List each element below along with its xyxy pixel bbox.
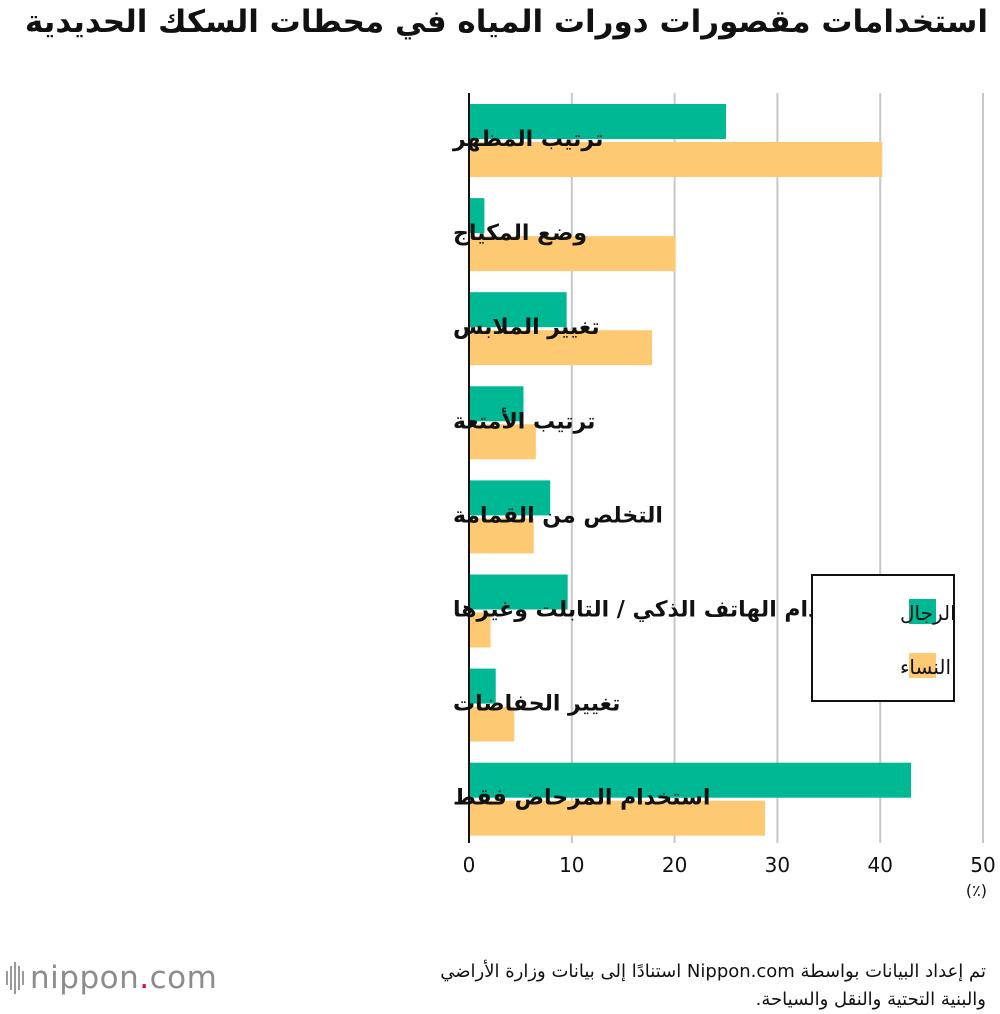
category-label-1: وضع المكياج (453, 221, 587, 246)
bar-men-1 (469, 198, 485, 234)
source-note: تم إعداد البيانات بواسطة Nippon.com استن… (226, 958, 986, 1014)
legend-label-men: الرجال (900, 601, 956, 625)
nippon-logo: nippon.com (6, 953, 217, 1003)
x-unit-label: (٪) (966, 881, 987, 900)
legend: الرجال النساء (811, 574, 956, 702)
bar-men-3 (469, 386, 524, 422)
bar-women-6 (469, 706, 515, 742)
bars (469, 104, 912, 836)
bar-women-2 (469, 330, 652, 366)
logo-tld: com (149, 960, 218, 996)
bar-women-4 (469, 518, 534, 554)
bar-women-3 (469, 424, 536, 460)
legend-frame (811, 574, 955, 702)
category-label-3: ترتيب الأمتعة (453, 406, 595, 434)
x-tick-label-30: 30 (765, 853, 790, 877)
logo-name: nippon (30, 960, 140, 996)
x-tick-label-0: 0 (463, 853, 476, 877)
legend-swatch-men (909, 599, 936, 624)
bar-women-0 (469, 142, 883, 177)
bar-women-5 (469, 612, 491, 648)
bar-men-7 (469, 762, 912, 798)
source-line-2: والبنية التحتية والنقل والسياحة. (755, 989, 986, 1010)
chart-title: استخدامات مقصورات دورات المياه في محطات … (24, 4, 988, 40)
bar-men-0 (469, 104, 726, 139)
source-line-1: تم إعداد البيانات بواسطة Nippon.com استن… (440, 961, 986, 982)
x-tick-label-20: 20 (662, 853, 687, 877)
category-labels: ترتيب المظهر وضع المكياج تغيير الملابس ترتي… (452, 127, 875, 811)
x-tick-labels: 0 10 20 30 40 50 (463, 853, 996, 877)
legend-swatch-women (909, 653, 936, 678)
logo-bars-icon (6, 962, 24, 994)
bar-men-6 (469, 668, 496, 704)
category-label-2: تغيير الملابس (453, 315, 600, 340)
grid-lines (570, 93, 984, 843)
category-label-7: استخدام المرحاض فقط (453, 786, 710, 811)
logo-dot: . (139, 960, 150, 996)
bar-men-4 (469, 480, 551, 516)
category-label-6: تغيير الحفاضات (453, 692, 620, 717)
legend-label-women: النساء (900, 655, 951, 679)
category-label-5: استخدام الهاتف الذكي / التابلت وغيرها (453, 598, 875, 623)
bar-women-7 (469, 800, 766, 836)
bar-men-2 (469, 292, 567, 328)
x-tick-label-10: 10 (559, 853, 584, 877)
bar-men-5 (469, 574, 568, 610)
category-label-4: التخلص من القمامة (453, 503, 663, 528)
x-tick-label-50: 50 (970, 853, 995, 877)
x-tick-label-40: 40 (867, 853, 892, 877)
bar-women-1 (469, 236, 676, 272)
category-label-0: ترتيب المظهر (452, 127, 603, 152)
